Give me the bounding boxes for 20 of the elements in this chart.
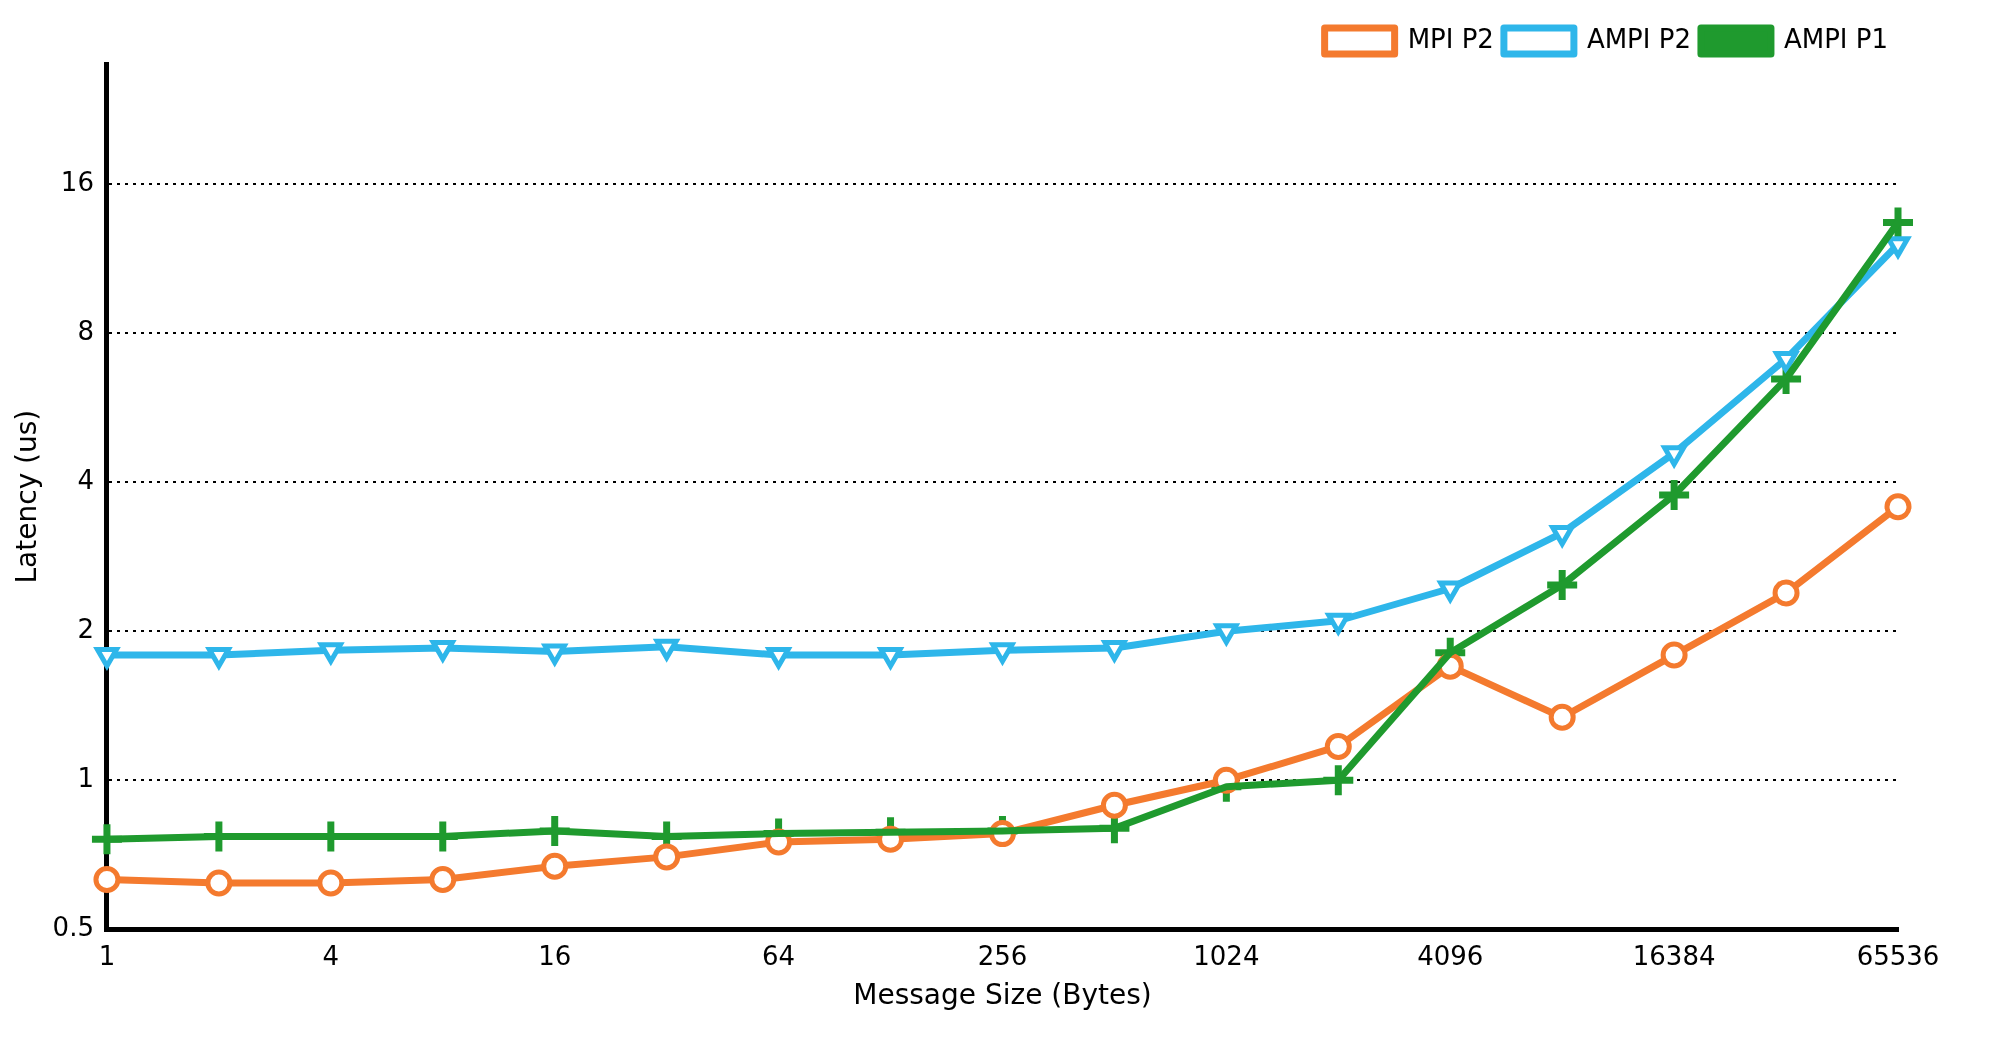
x-tick-label: 65536	[1856, 940, 1940, 971]
legend-label: AMPI P2	[1586, 23, 1691, 54]
x-tick-label: 256	[977, 940, 1028, 971]
x-tick-label: 4	[322, 940, 340, 971]
x-tick-label: 16384	[1632, 940, 1716, 971]
y-tick-label: 2	[77, 613, 94, 644]
x-tick-label: 64	[762, 940, 796, 971]
y-axis-title: Latency (us)	[10, 409, 44, 584]
x-tick-label: 16	[538, 940, 572, 971]
y-tick-label: 4	[77, 465, 94, 495]
x-tick-label: 1024	[1193, 940, 1260, 971]
x-tick-label: 4096	[1417, 940, 1484, 971]
legend-label: MPI P2	[1407, 23, 1494, 54]
x-tick-label: 1	[98, 940, 116, 971]
y-tick-label: 0.5	[52, 911, 94, 942]
y-tick-label: 8	[77, 316, 94, 347]
y-tick-label: 1	[77, 762, 94, 793]
y-tick-label: 16	[60, 167, 94, 198]
x-axis-title: Message Size (Bytes)	[853, 978, 1152, 1012]
legend-label: AMPI P1	[1783, 23, 1889, 54]
